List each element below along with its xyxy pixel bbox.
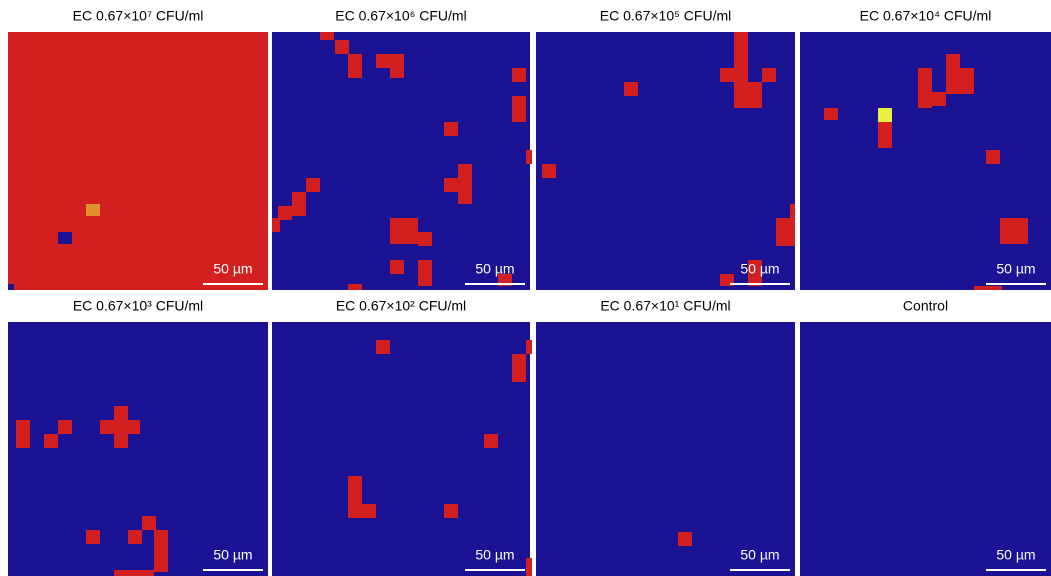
map-pixel (418, 260, 432, 286)
map-pixel (86, 530, 100, 544)
map-pixel (390, 218, 418, 244)
map-pixel (512, 68, 526, 82)
map-pixel (278, 206, 292, 220)
map-pixel (946, 68, 974, 94)
map-background (8, 32, 268, 290)
panel-title: EC 0.67×10⁵ CFU/ml (600, 8, 731, 24)
panel-title: EC 0.67×10¹ CFU/ml (600, 298, 730, 314)
map-pixel (128, 530, 142, 544)
scale-bar-label: 50 µm (996, 261, 1035, 277)
map-pixel (986, 150, 1000, 164)
panel-title: EC 0.67×10² CFU/ml (336, 298, 466, 314)
map-pixel (335, 40, 349, 54)
map-pixel (484, 434, 498, 448)
map-pixel (512, 354, 526, 382)
map-pixel (512, 96, 526, 122)
map-pixel (526, 340, 532, 354)
map-pixel (362, 504, 376, 518)
panel-title: EC 0.67×10⁶ CFU/ml (335, 8, 466, 24)
map-pixel (444, 504, 458, 518)
map-pixel (390, 68, 404, 78)
map-pixel (526, 150, 532, 164)
scale-bar-label: 50 µm (475, 547, 514, 563)
map-pixel (142, 516, 156, 530)
map-pixel (114, 570, 154, 576)
map-pixel (390, 260, 404, 274)
map-pixel (376, 340, 390, 354)
panel-title: EC 0.67×10³ CFU/ml (73, 298, 203, 314)
map-pixel (542, 164, 556, 178)
map-pixel (458, 164, 472, 204)
scale-bar-label: 50 µm (475, 261, 514, 277)
map-pixel (624, 82, 638, 96)
scale-bar-label: 50 µm (996, 547, 1035, 563)
map-pixel (918, 68, 932, 108)
map-pixel (376, 54, 404, 68)
map-background (272, 322, 530, 576)
map-pixel (272, 218, 280, 232)
panel-title: Control (903, 298, 948, 314)
map-pixel (932, 92, 946, 106)
map-pixel (776, 218, 795, 246)
map-pixel (678, 532, 692, 546)
map-pixel (292, 192, 306, 216)
map-background (800, 322, 1051, 576)
map-pixel (154, 530, 168, 572)
map-pixel (1000, 218, 1028, 244)
map-pixel (734, 82, 762, 108)
map-pixel (824, 108, 838, 120)
map-pixel (974, 286, 1002, 290)
map-pixel (878, 122, 892, 148)
map-pixel (762, 68, 776, 82)
scale-bar-label: 50 µm (740, 261, 779, 277)
map-pixel (114, 406, 128, 448)
scale-bar-label: 50 µm (213, 547, 252, 563)
map-pixel (444, 178, 458, 192)
map-pixel (58, 232, 72, 244)
map-pixel (86, 204, 100, 216)
scale-bar-label: 50 µm (213, 261, 252, 277)
map-pixel (44, 434, 58, 448)
map-pixel (418, 232, 432, 246)
map-pixel (526, 558, 532, 576)
scale-bar-label: 50 µm (740, 547, 779, 563)
map-pixel (720, 68, 748, 82)
map-background (536, 32, 795, 290)
map-pixel (946, 54, 960, 68)
map-pixel (320, 32, 334, 40)
panel-title: EC 0.67×10⁴ CFU/ml (860, 8, 992, 24)
map-pixel (8, 284, 14, 290)
map-pixel (878, 108, 892, 122)
map-pixel (444, 122, 458, 136)
map-pixel (734, 32, 748, 68)
map-pixel (348, 476, 362, 518)
map-pixel (58, 420, 72, 434)
map-pixel (790, 204, 795, 218)
map-pixel (348, 54, 362, 78)
map-pixel (16, 420, 30, 448)
map-pixel (348, 284, 362, 290)
map-pixel (306, 178, 320, 192)
panel-title: EC 0.67×10⁷ CFU/ml (73, 8, 204, 24)
figure: EC 0.67×10⁷ CFU/ml 50 µm EC 0.67×10⁶ CFU/m… (0, 0, 1051, 576)
map-background (536, 322, 795, 576)
